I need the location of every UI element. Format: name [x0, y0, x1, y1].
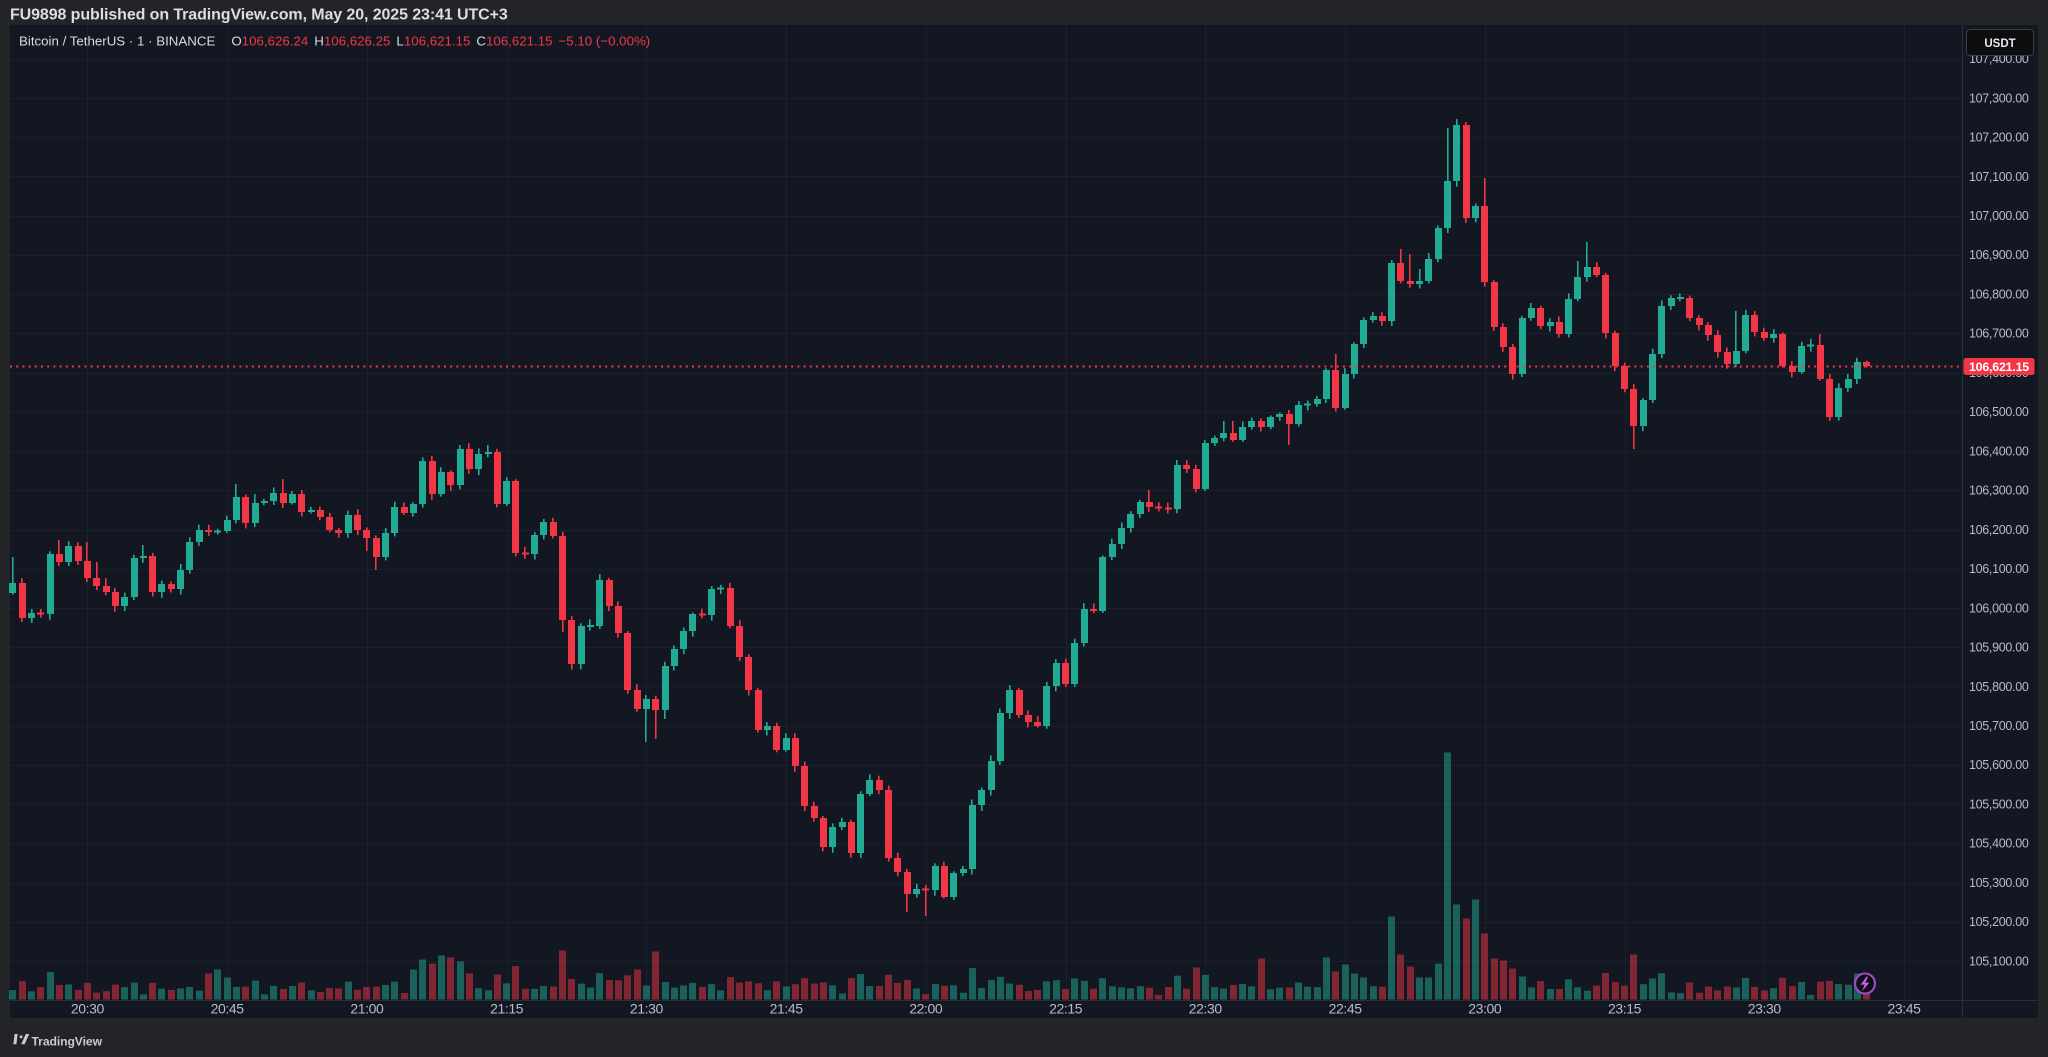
svg-text:22:15: 22:15: [1049, 1001, 1083, 1017]
svg-text:106,800.00: 106,800.00: [1969, 288, 2029, 302]
svg-text:Bitcoin / TetherUS · 1 · BINAN: Bitcoin / TetherUS · 1 · BINANCE O106,626…: [19, 34, 650, 49]
svg-text:105,500.00: 105,500.00: [1969, 798, 2029, 812]
svg-text:21:45: 21:45: [770, 1001, 804, 1017]
svg-text:106,900.00: 106,900.00: [1969, 248, 2029, 262]
svg-text:22:45: 22:45: [1329, 1001, 1363, 1017]
svg-text:105,800.00: 105,800.00: [1969, 680, 2029, 694]
svg-text:105,300.00: 105,300.00: [1969, 876, 2029, 890]
svg-text:106,500.00: 106,500.00: [1969, 405, 2029, 419]
svg-text:22:30: 22:30: [1189, 1001, 1223, 1017]
svg-text:105,900.00: 105,900.00: [1969, 641, 2029, 655]
svg-text:23:30: 23:30: [1748, 1001, 1782, 1017]
svg-text:TradingView: TradingView: [32, 1035, 103, 1049]
svg-text:107,200.00: 107,200.00: [1969, 131, 2029, 145]
svg-text:105,100.00: 105,100.00: [1969, 954, 2029, 968]
svg-text:107,000.00: 107,000.00: [1969, 209, 2029, 223]
svg-text:23:00: 23:00: [1468, 1001, 1502, 1017]
svg-text:105,200.00: 105,200.00: [1969, 915, 2029, 929]
svg-text:23:45: 23:45: [1887, 1001, 1921, 1017]
svg-text:20:30: 20:30: [71, 1001, 105, 1017]
svg-text:FU9898 published on TradingVie: FU9898 published on TradingView.com, May…: [10, 7, 508, 24]
svg-text:106,000.00: 106,000.00: [1969, 601, 2029, 615]
svg-text:105,600.00: 105,600.00: [1969, 758, 2029, 772]
svg-text:21:30: 21:30: [630, 1001, 664, 1017]
svg-text:20:45: 20:45: [211, 1001, 245, 1017]
svg-text:22:00: 22:00: [909, 1001, 943, 1017]
svg-text:106,400.00: 106,400.00: [1969, 444, 2029, 458]
svg-text:23:15: 23:15: [1608, 1001, 1642, 1017]
svg-text:21:00: 21:00: [350, 1001, 384, 1017]
svg-text:106,100.00: 106,100.00: [1969, 562, 2029, 576]
svg-text:106,700.00: 106,700.00: [1969, 327, 2029, 341]
svg-text:107,100.00: 107,100.00: [1969, 170, 2029, 184]
svg-text:106,300.00: 106,300.00: [1969, 484, 2029, 498]
svg-text:21:15: 21:15: [490, 1001, 524, 1017]
svg-text:107,300.00: 107,300.00: [1969, 91, 2029, 105]
svg-text:105,400.00: 105,400.00: [1969, 837, 2029, 851]
svg-text:USDT: USDT: [1984, 38, 2015, 50]
svg-text:105,700.00: 105,700.00: [1969, 719, 2029, 733]
svg-text:106,621.15: 106,621.15: [1969, 360, 2029, 374]
svg-text:106,200.00: 106,200.00: [1969, 523, 2029, 537]
